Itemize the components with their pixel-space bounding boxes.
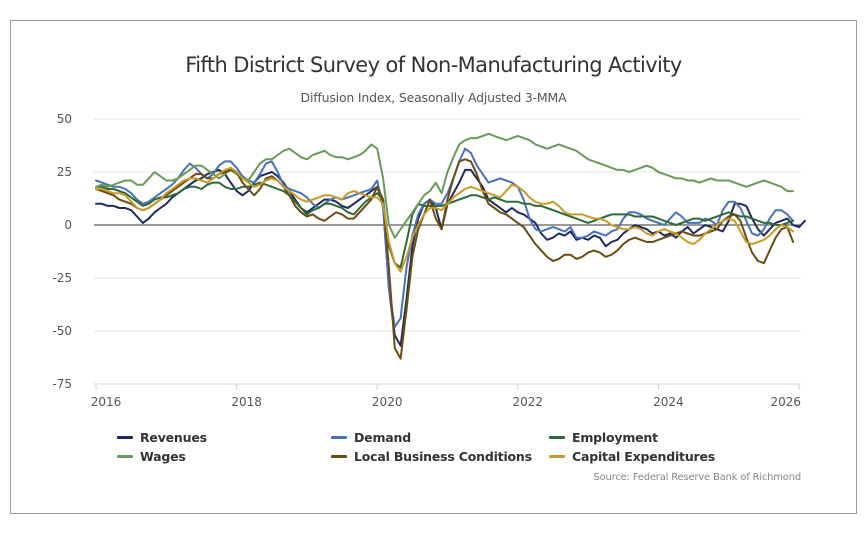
legend-label-capital-expenditures: Capital Expenditures <box>572 449 716 464</box>
y-tick-label: 0 <box>64 218 72 232</box>
legend-label-demand: Demand <box>354 430 411 445</box>
legend-label-revenues: Revenues <box>140 430 207 445</box>
series-line-revenues[interactable] <box>95 168 806 347</box>
series-line-capital-expenditures[interactable] <box>95 166 795 273</box>
series-line-employment[interactable] <box>95 181 795 269</box>
legend-swatch-employment <box>549 436 565 439</box>
chart-frame <box>10 20 857 514</box>
legend-label-employment: Employment <box>572 430 658 445</box>
y-tick-label: 25 <box>57 165 72 179</box>
chart-title: Fifth District Survey of Non-Manufacturi… <box>185 53 682 77</box>
y-tick-label: -25 <box>52 271 72 285</box>
legend-swatch-demand <box>331 436 347 439</box>
grid <box>94 118 801 385</box>
legend-item-revenues[interactable]: Revenues <box>117 430 207 445</box>
legend-item-employment[interactable]: Employment <box>549 430 658 445</box>
legend-item-capital-expenditures[interactable]: Capital Expenditures <box>549 449 715 464</box>
legend-item-local-business-conditions[interactable]: Local Business Conditions <box>331 449 532 464</box>
legend-item-wages[interactable]: Wages <box>117 449 186 464</box>
x-tick-label: 2026 <box>770 395 801 409</box>
legend-label-local-business-conditions: Local Business Conditions <box>354 449 532 464</box>
legend-swatch-wages <box>117 455 133 458</box>
x-tick-label: 2016 <box>91 395 122 409</box>
legend-item-demand[interactable]: Demand <box>331 430 411 445</box>
chart-subtitle: Diffusion Index, Seasonally Adjusted 3-M… <box>300 90 567 105</box>
legend-swatch-capital-expenditures <box>549 455 565 458</box>
x-tick-label: 2018 <box>231 395 262 409</box>
series-lines <box>95 132 806 360</box>
y-tick-label: -75 <box>52 377 72 391</box>
legend-label-wages: Wages <box>140 449 186 464</box>
x-tick-label: 2024 <box>653 395 684 409</box>
source-note: Source: Federal Reserve Bank of Richmond <box>593 472 801 483</box>
x-tick-label: 2022 <box>513 395 544 409</box>
x-axis: 2016 2018 2020 2022 2024 2026 <box>91 384 801 409</box>
x-tick-label: 2020 <box>372 395 403 409</box>
y-axis: 50 25 0 -25 -50 -75 <box>52 112 72 391</box>
series-line-demand[interactable] <box>95 147 795 328</box>
y-tick-label: 50 <box>57 112 72 126</box>
y-tick-label: -50 <box>52 324 72 338</box>
legend-swatch-local-business-conditions <box>331 455 347 458</box>
series-line-wages[interactable] <box>95 132 795 239</box>
legend-swatch-revenues <box>117 436 133 439</box>
